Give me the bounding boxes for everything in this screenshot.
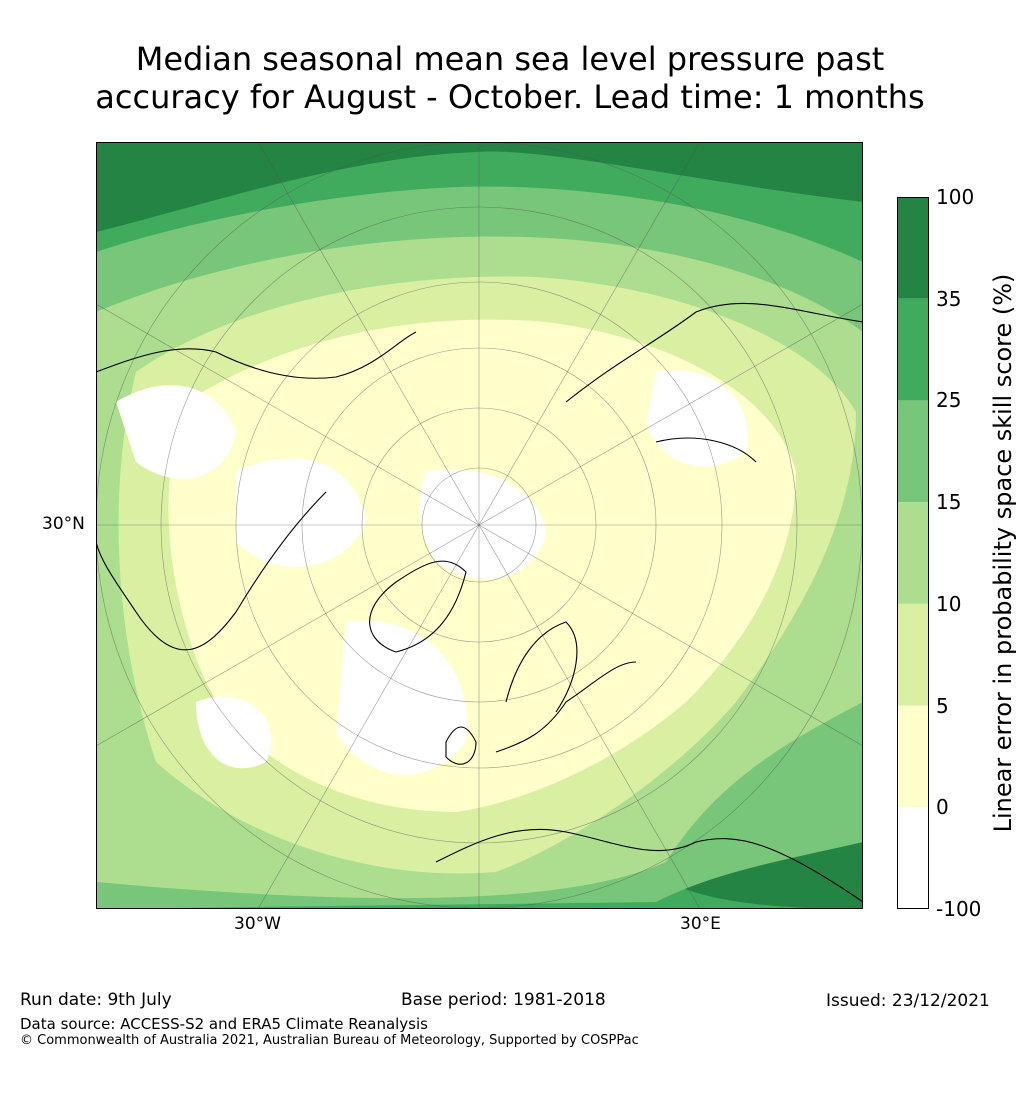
coastline-europe — [435, 661, 863, 903]
title-line-2: accuracy for August - October. Lead time… — [95, 78, 925, 116]
coastline-uk — [445, 726, 477, 765]
issued-date: Issued: 23/12/2021 — [826, 991, 990, 1011]
data-source: Data source: ACCESS-S2 and ERA5 Climate … — [20, 1015, 428, 1033]
colorbar-tick-label: 5 — [936, 693, 949, 718]
colorbar-bin — [897, 197, 929, 299]
coastline-north-america — [96, 331, 417, 651]
skill-band-negative-2 — [236, 458, 366, 567]
map-frame — [96, 142, 863, 909]
skill-band-negative-3 — [336, 620, 468, 775]
lat-label-30n: 30°N — [42, 514, 85, 534]
copyright: © Commonwealth of Australia 2021, Austra… — [20, 1033, 639, 1048]
coastline-scandinavia — [505, 621, 578, 713]
colorbar-bin — [897, 298, 929, 401]
lon-label-30e: 30°E — [680, 914, 721, 934]
coastline-greenland — [369, 560, 467, 653]
colorbar — [897, 197, 929, 909]
colorbar-bin — [897, 502, 929, 604]
colorbar-label: Linear error in probability space skill … — [989, 273, 1017, 833]
colorbar-tick-label: 10 — [936, 591, 962, 616]
coastline-asia — [565, 302, 863, 463]
coastlines — [96, 302, 863, 903]
colorbar-bin — [897, 705, 929, 808]
skill-band-dark-top — [96, 142, 863, 232]
colorbar-tick-label: 25 — [936, 388, 962, 413]
run-date: Run date: 9th July — [20, 990, 172, 1010]
base-period: Base period: 1981-2018 — [401, 990, 606, 1010]
colorbar-tick-label: 100 — [936, 185, 975, 209]
colorbar-tick-label: -100 — [936, 897, 982, 921]
colorbar-bin — [897, 603, 929, 706]
skill-band-negative-1 — [116, 385, 236, 479]
title-line-1: Median seasonal mean sea level pressure … — [135, 40, 885, 78]
skill-score-map — [96, 142, 863, 909]
skill-band-negative-5 — [196, 696, 272, 769]
colorbar-bin — [897, 807, 929, 909]
colorbar-tick-label: 0 — [936, 795, 949, 820]
lon-label-30w: 30°W — [234, 914, 281, 934]
skill-band-negative-pole — [419, 469, 546, 579]
colorbar-tick-label: 35 — [936, 286, 962, 311]
colorbar-bin — [897, 400, 929, 503]
chart-title: Median seasonal mean sea level pressure … — [0, 40, 1020, 116]
colorbar-tick-label: 15 — [936, 490, 962, 515]
colorbar-frame — [897, 197, 929, 909]
